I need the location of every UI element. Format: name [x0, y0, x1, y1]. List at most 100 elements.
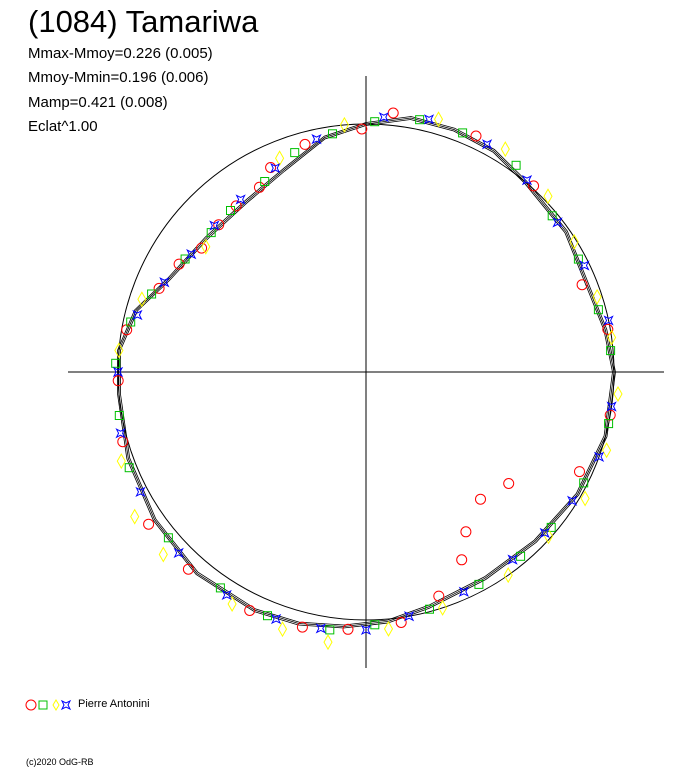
data-point-square	[474, 579, 484, 589]
data-point-square	[425, 604, 434, 614]
data-point-square	[511, 160, 521, 170]
data-point-circle	[356, 123, 368, 135]
data-point-square	[604, 419, 614, 429]
data-point-diamond	[433, 111, 444, 128]
legend-observer-label: Pierre Antonini	[78, 698, 150, 710]
data-point-diamond	[607, 329, 617, 346]
data-point-square	[147, 289, 157, 299]
data-point-star	[209, 220, 220, 231]
data-point-circle	[182, 563, 194, 575]
data-point-star	[521, 175, 533, 186]
data-point-diamond	[613, 385, 623, 403]
data-point-square	[546, 522, 556, 532]
data-point-star	[311, 134, 322, 145]
data-point-star	[403, 611, 415, 622]
data-point-circle	[460, 526, 472, 538]
data-point-diamond	[201, 238, 211, 255]
data-point-circle	[574, 466, 585, 478]
data-point-diamond	[543, 528, 554, 545]
data-point-square	[111, 358, 121, 368]
data-point-square	[263, 611, 272, 621]
mamp-stat: Mamp=0.421 (0.008)	[28, 94, 168, 111]
data-point-square	[370, 620, 380, 630]
data-point-diamond	[114, 342, 124, 359]
data-point-circle	[342, 623, 354, 635]
chart-title: (1084) Tamariwa	[28, 4, 259, 39]
data-point-square	[180, 254, 190, 264]
data-point-star	[593, 451, 605, 462]
data-point-diamond	[383, 620, 394, 637]
data-point-square	[328, 129, 337, 139]
data-point-circle	[456, 554, 468, 566]
data-points-group	[111, 107, 623, 651]
data-point-diamond	[130, 508, 140, 525]
data-point-star	[132, 309, 143, 321]
data-point-square	[260, 177, 270, 186]
data-point-circle	[299, 138, 311, 150]
data-point-circle	[244, 605, 256, 616]
data-point-star	[552, 217, 563, 228]
data-point-square	[606, 346, 616, 356]
data-point-star	[135, 486, 146, 498]
data-point-circle	[253, 181, 265, 193]
data-point-circle	[503, 478, 515, 489]
data-point-square	[215, 583, 225, 593]
data-point-diamond	[158, 546, 168, 563]
data-point-circle	[387, 107, 399, 119]
data-point-star	[221, 589, 232, 601]
legend-markers	[25, 699, 72, 711]
data-point-star	[360, 624, 372, 636]
data-point-square	[290, 148, 300, 158]
data-point-square	[415, 115, 425, 125]
data-point-diamond	[592, 288, 602, 305]
data-point-star	[112, 366, 124, 378]
data-point-star	[566, 495, 578, 506]
data-point-circle	[230, 200, 242, 212]
data-point-circle	[112, 375, 124, 387]
data-point-circle	[143, 518, 155, 530]
data-point-diamond	[227, 595, 237, 613]
data-point-star	[270, 162, 281, 174]
legend-circle-marker	[25, 699, 37, 711]
data-point-circle	[576, 279, 588, 291]
data-point-star	[507, 554, 518, 565]
mmoy-mmin-stat: Mmoy-Mmin=0.196 (0.006)	[28, 69, 209, 86]
data-point-square	[226, 206, 235, 215]
data-point-star	[539, 527, 550, 539]
data-point-square	[458, 128, 468, 138]
data-point-diamond	[543, 188, 553, 205]
data-point-diamond	[277, 621, 288, 638]
data-point-star	[458, 586, 469, 597]
data-point-square	[325, 625, 335, 635]
data-point-star	[186, 249, 197, 260]
data-point-circle	[196, 242, 208, 254]
data-point-square	[126, 317, 136, 327]
data-point-diamond	[137, 291, 147, 308]
data-point-square	[163, 533, 173, 543]
data-point-circle	[475, 493, 486, 505]
data-point-diamond	[275, 150, 285, 167]
data-point-star	[423, 114, 435, 125]
data-point-circle	[173, 258, 185, 270]
data-point-circle	[153, 282, 165, 294]
data-point-circle	[117, 436, 129, 448]
data-point-star	[173, 547, 184, 559]
data-point-star	[378, 112, 389, 123]
copyright-text: (c)2020 OdG-RB	[26, 757, 94, 767]
data-point-diamond	[339, 116, 349, 133]
data-point-star	[315, 623, 326, 634]
data-point-diamond	[602, 442, 612, 459]
data-point-diamond	[500, 141, 510, 158]
data-point-circle	[395, 617, 407, 628]
data-point-star	[235, 194, 246, 205]
data-point-square	[114, 411, 124, 420]
data-point-star	[270, 613, 282, 625]
data-point-square	[579, 478, 589, 488]
data-point-square	[124, 463, 134, 473]
data-point-diamond	[438, 599, 448, 616]
data-point-circle	[602, 323, 614, 335]
data-point-diamond	[116, 453, 126, 470]
data-point-star	[579, 260, 590, 271]
data-point-circle	[433, 590, 445, 602]
